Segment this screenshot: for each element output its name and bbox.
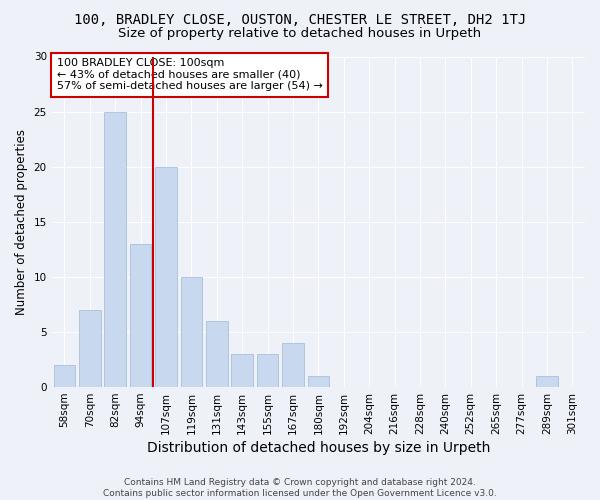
Bar	[536, 376, 557, 387]
Bar	[282, 343, 304, 387]
Bar	[104, 112, 126, 387]
Y-axis label: Number of detached properties: Number of detached properties	[15, 129, 28, 315]
Text: Contains HM Land Registry data © Crown copyright and database right 2024.
Contai: Contains HM Land Registry data © Crown c…	[103, 478, 497, 498]
Bar	[206, 321, 227, 387]
X-axis label: Distribution of detached houses by size in Urpeth: Distribution of detached houses by size …	[146, 441, 490, 455]
Bar	[130, 244, 151, 387]
Text: 100, BRADLEY CLOSE, OUSTON, CHESTER LE STREET, DH2 1TJ: 100, BRADLEY CLOSE, OUSTON, CHESTER LE S…	[74, 12, 526, 26]
Text: 100 BRADLEY CLOSE: 100sqm
← 43% of detached houses are smaller (40)
57% of semi-: 100 BRADLEY CLOSE: 100sqm ← 43% of detac…	[57, 58, 323, 92]
Bar	[257, 354, 278, 387]
Bar	[308, 376, 329, 387]
Bar	[79, 310, 101, 387]
Bar	[155, 166, 177, 387]
Bar	[232, 354, 253, 387]
Text: Size of property relative to detached houses in Urpeth: Size of property relative to detached ho…	[118, 28, 482, 40]
Bar	[181, 277, 202, 387]
Bar	[53, 365, 75, 387]
